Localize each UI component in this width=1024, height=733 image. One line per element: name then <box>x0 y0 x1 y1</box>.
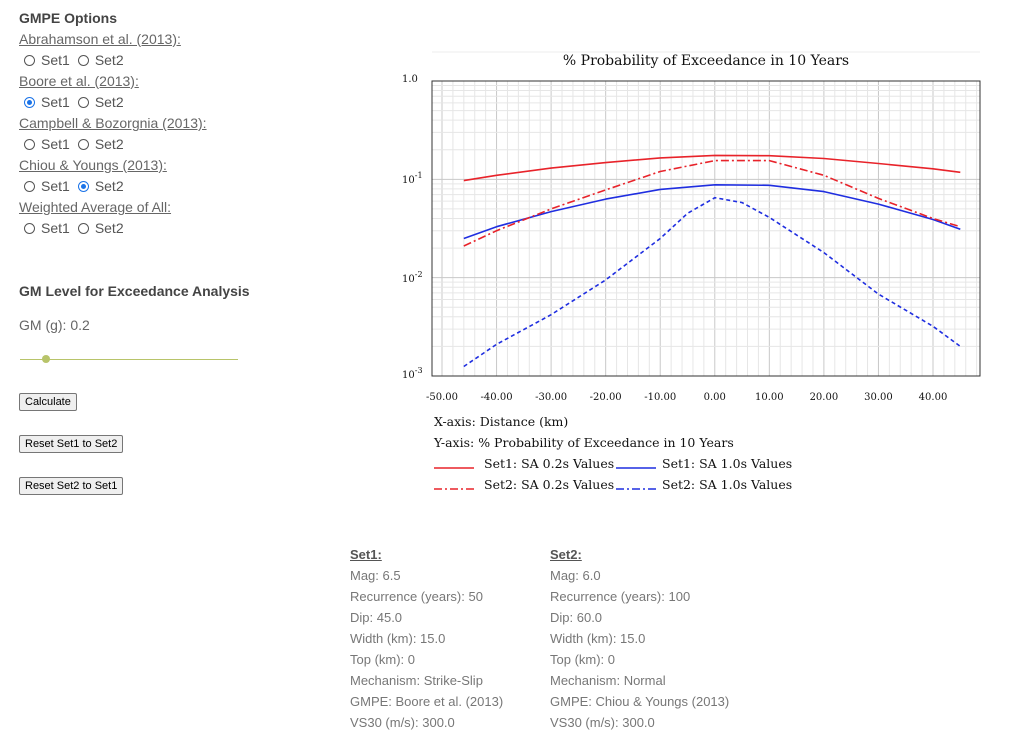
radio-label: Set1 <box>41 220 70 236</box>
series-line-3 <box>463 196 961 368</box>
set2-gmpe: GMPE: Chiou & Youngs (2013) <box>550 694 730 709</box>
set1-vs30: VS30 (m/s): 300.0 <box>350 715 455 730</box>
gmpe-label-abrahamson: Abrahamson et al. (2013): <box>19 31 181 47</box>
radio-campbell-set1[interactable] <box>24 138 35 150</box>
y-tick-top: 1.0 <box>402 74 418 85</box>
radio-campbell-set2[interactable] <box>77 138 89 150</box>
x-tick-label: 30.00 <box>864 392 893 403</box>
radio-group-abrahamson: Set1 Set2 <box>24 52 132 68</box>
y-ticks: 1.0 10-1 10-2 10-3 <box>402 74 423 381</box>
radio-boore-set2[interactable] <box>77 96 89 108</box>
gm-slider-thumb[interactable] <box>42 355 50 363</box>
x-tick-label: -30.00 <box>535 392 567 403</box>
radio-label: Set1 <box>41 52 70 68</box>
radio-label: Set1 <box>41 94 70 110</box>
set1-mag: Mag: 6.5 <box>350 568 401 583</box>
set2-dip: Dip: 60.0 <box>550 610 603 625</box>
x-tick-label: 0.00 <box>704 392 726 403</box>
x-tick-label: -20.00 <box>590 392 622 403</box>
gm-level-title: GM Level for Exceedance Analysis <box>19 283 250 299</box>
calculate-button[interactable]: Calculate <box>19 393 77 411</box>
radio-group-boore: Set1 Set2 <box>24 94 132 110</box>
radio-label: Set2 <box>94 220 124 236</box>
set2-header: Set2: <box>550 547 582 562</box>
reset-set1-button[interactable]: Reset Set1 to Set2 <box>19 435 124 453</box>
set2-vs30: VS30 (m/s): 300.0 <box>550 715 655 730</box>
set2-info-panel: Set2: Mag: 6.0 Recurrence (years): 100 D… <box>550 544 729 733</box>
x-tick-label: -40.00 <box>481 392 513 403</box>
x-tick-label: 20.00 <box>810 392 839 403</box>
x-tick-label: 40.00 <box>919 392 948 403</box>
y-tick-label: 10-2 <box>402 270 423 285</box>
set1-dip: Dip: 45.0 <box>350 610 403 625</box>
gmpe-label-chiou: Chiou & Youngs (2013): <box>19 157 167 173</box>
legend-label: Set1: SA 0.2s Values <box>484 456 614 471</box>
series-line-0 <box>463 154 961 182</box>
set1-top: Top (km): 0 <box>350 652 416 667</box>
radio-chiou-set2[interactable] <box>77 180 89 192</box>
x-tick-label: -10.00 <box>644 392 676 403</box>
set2-mechanism: Mechanism: Normal <box>550 673 666 688</box>
radio-abrahamson-set1[interactable] <box>24 54 35 66</box>
x-tick-label: 10.00 <box>755 392 784 403</box>
radio-label: Set2 <box>94 52 124 68</box>
chart-grid <box>432 81 980 377</box>
radio-group-weighted: Set1 Set2 <box>24 220 132 236</box>
y-tick-label: 10-3 <box>402 366 423 381</box>
chart-title: % Probability of Exceedance in 10 Years <box>563 53 849 69</box>
chart-series <box>463 154 961 368</box>
radio-label: Set2 <box>94 94 124 110</box>
y-axis-label: Y-axis: % Probability of Exceedance in 1… <box>433 435 734 450</box>
gmpe-label-weighted: Weighted Average of All: <box>19 199 172 215</box>
reset-set2-button[interactable]: Reset Set2 to Set1 <box>19 477 124 495</box>
radio-chiou-set1[interactable] <box>24 180 35 192</box>
x-axis-label: X-axis: Distance (km) <box>434 414 568 429</box>
set2-recurrence: Recurrence (years): 100 <box>550 589 691 604</box>
legend-label: Set2: SA 0.2s Values <box>484 477 614 492</box>
radio-boore-set1[interactable] <box>24 96 35 108</box>
x-tick-label: -50.00 <box>426 392 458 403</box>
set1-header: Set1: <box>350 547 382 562</box>
radio-label: Set1 <box>41 136 70 152</box>
exceedance-chart: % Probability of Exceedance in 10 Years … <box>402 51 981 492</box>
gmpe-options-title: GMPE Options <box>19 10 117 26</box>
x-ticks: -50.00 -40.00 -30.00 -20.00 -10.00 0.00 10.00 2… <box>426 392 947 403</box>
series-line-2 <box>463 159 961 247</box>
set1-gmpe: GMPE: Boore et al. (2013) <box>350 694 504 709</box>
plot-frame <box>431 80 981 377</box>
radio-label: Set2 <box>94 178 124 194</box>
radio-label: Set2 <box>94 136 124 152</box>
set1-width: Width (km): 15.0 <box>350 631 446 646</box>
set1-mechanism: Mechanism: Strike-Slip <box>350 673 483 688</box>
radio-abrahamson-set2[interactable] <box>77 54 89 66</box>
radio-group-chiou: Set1 Set2 <box>24 178 132 194</box>
y-tick-label: 10-1 <box>402 171 423 186</box>
set2-mag: Mag: 6.0 <box>550 568 601 583</box>
gm-slider-track[interactable] <box>20 359 238 360</box>
gmpe-label-boore: Boore et al. (2013): <box>19 73 139 89</box>
gm-value-text: GM (g): 0.2 <box>19 317 90 333</box>
set1-recurrence: Recurrence (years): 50 <box>350 589 483 604</box>
legend-label: Set2: SA 1.0s Values <box>662 477 792 492</box>
radio-group-campbell: Set1 Set2 <box>24 136 132 152</box>
radio-label: Set1 <box>41 178 70 194</box>
gmpe-label-campbell: Campbell & Bozorgnia (2013): <box>19 115 207 131</box>
set2-width: Width (km): 15.0 <box>550 631 646 646</box>
set1-info-panel: Set1: Mag: 6.5 Recurrence (years): 50 Di… <box>350 544 503 733</box>
set2-top: Top (km): 0 <box>550 652 616 667</box>
radio-weighted-set1[interactable] <box>24 222 35 234</box>
legend-label: Set1: SA 1.0s Values <box>662 456 792 471</box>
radio-weighted-set2[interactable] <box>77 222 89 234</box>
chart-legend: Set1: SA 0.2s Values Set1: SA 1.0s Value… <box>434 456 792 492</box>
